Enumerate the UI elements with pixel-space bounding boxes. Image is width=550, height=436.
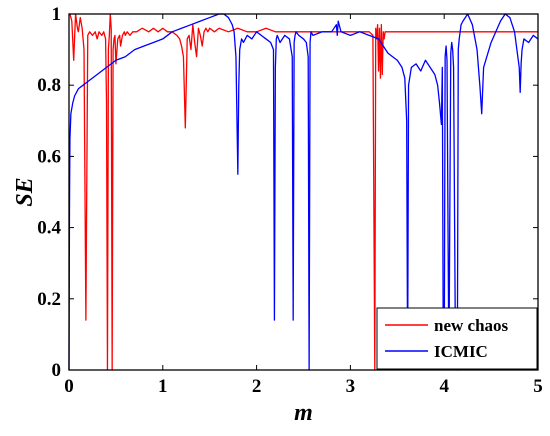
legend-box	[376, 307, 538, 370]
series-line-new-chaos	[69, 13, 538, 371]
legend: new chaos ICMIC	[376, 307, 538, 370]
x-tick-label: 2	[252, 376, 262, 397]
y-tick-label: 1	[52, 4, 62, 25]
y-tick-label: 0.2	[37, 289, 61, 310]
x-axis-title: m	[294, 400, 313, 426]
y-tick-label: 0.6	[37, 146, 61, 167]
x-tick-label: 1	[158, 376, 168, 397]
x-tick-label: 0	[64, 376, 74, 397]
legend-label-icmic: ICMIC	[434, 342, 488, 361]
series-layer	[68, 13, 539, 371]
y-tick-label: 0	[52, 360, 62, 381]
y-axis-title: SE	[12, 177, 38, 206]
y-tick-label: 0.8	[37, 75, 61, 96]
x-tick-label: 3	[346, 376, 356, 397]
legend-label-new-chaos: new chaos	[434, 316, 509, 335]
series-line-icmic	[68, 13, 539, 371]
plot-frame	[68, 13, 539, 371]
x-tick-label: 5	[533, 376, 543, 397]
x-tick-label: 4	[439, 376, 449, 397]
ticks-layer: 0 1 2 3 4 5 0 0.2 0.4 0.6 0.8 1	[37, 4, 543, 397]
y-tick-label: 0.4	[37, 218, 61, 239]
